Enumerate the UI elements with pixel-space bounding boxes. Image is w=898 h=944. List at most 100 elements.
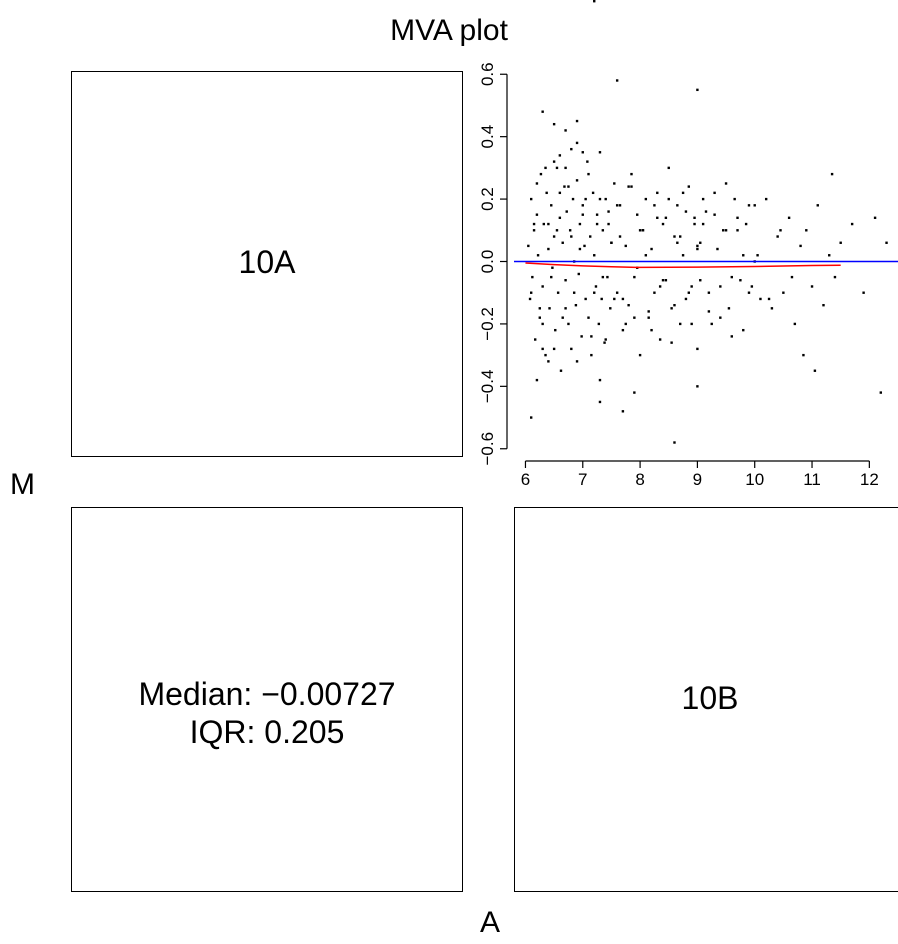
data-point (624, 322, 627, 326)
data-point (563, 185, 566, 188)
x-tick-label: 12 (860, 470, 879, 489)
x-axis-label: A (479, 906, 500, 939)
data-point (593, 254, 596, 257)
data-point (653, 291, 656, 294)
data-point (802, 353, 805, 357)
data-point (601, 275, 605, 279)
data-point (644, 197, 648, 201)
data-point (590, 353, 593, 357)
y-tick-label: −0.2 (478, 307, 497, 341)
data-point (679, 235, 682, 238)
data-point (606, 275, 609, 279)
data-point (544, 166, 547, 170)
data-point (583, 244, 586, 248)
y-tick-label: 0.2 (478, 187, 497, 211)
data-point (618, 204, 622, 207)
data-point (565, 210, 568, 213)
data-point (661, 222, 665, 226)
data-point (607, 210, 610, 213)
data-point (750, 285, 754, 288)
data-point (552, 122, 556, 126)
data-point (747, 204, 751, 207)
data-point (610, 241, 613, 244)
data-point (532, 229, 536, 232)
data-point (633, 316, 636, 319)
data-point (550, 275, 553, 279)
data-point (570, 147, 573, 151)
data-point (604, 338, 607, 341)
data-point (638, 353, 642, 357)
data-point (556, 291, 560, 294)
data-point (641, 229, 645, 232)
data-point (747, 291, 751, 294)
data-point (581, 204, 584, 207)
data-point (615, 291, 619, 294)
y-tick-label: −0.6 (478, 432, 497, 466)
data-point (593, 0, 596, 3)
data-point (574, 303, 578, 307)
data-point (595, 213, 599, 216)
data-point (558, 191, 562, 195)
data-point (673, 441, 676, 444)
panel-10b: 10B (514, 507, 898, 892)
data-point (839, 241, 842, 244)
data-point (670, 307, 673, 310)
data-point (601, 229, 605, 232)
data-point (547, 222, 550, 226)
loess-curve (525, 262, 841, 269)
data-point (572, 291, 576, 294)
data-point (586, 160, 589, 163)
data-point (578, 222, 582, 226)
data-point (687, 185, 691, 188)
data-point (650, 247, 653, 251)
x-tick-label: 7 (578, 470, 587, 489)
data-point (658, 285, 662, 288)
data-point (609, 307, 612, 310)
data-point (536, 254, 540, 257)
data-point (676, 241, 679, 244)
data-point (704, 210, 708, 213)
data-point (593, 291, 596, 294)
data-point (696, 347, 699, 351)
data-point (547, 360, 550, 363)
data-point (627, 185, 630, 188)
data-point (535, 378, 539, 382)
data-point (684, 297, 688, 301)
data-point (690, 285, 693, 288)
data-point (621, 297, 625, 301)
data-point (676, 204, 679, 207)
data-point (647, 316, 650, 319)
data-point (600, 297, 603, 301)
data-point (759, 297, 762, 301)
data-point (630, 172, 633, 176)
data-point (544, 353, 547, 357)
data-point (541, 110, 544, 113)
data-point (552, 347, 556, 351)
x-tick-label: 9 (693, 470, 702, 489)
data-point (578, 247, 582, 251)
data-point (690, 322, 693, 326)
data-point (541, 285, 544, 288)
data-point (590, 335, 593, 338)
data-point (532, 222, 536, 226)
data-point (561, 241, 564, 244)
data-point (555, 229, 559, 232)
fit-lines (514, 260, 898, 269)
data-point (564, 129, 567, 132)
data-point (577, 272, 580, 276)
data-point (587, 316, 590, 319)
data-point (575, 360, 579, 363)
data-point (615, 204, 619, 207)
data-point (581, 213, 584, 216)
data-point (587, 172, 590, 176)
data-point (604, 197, 607, 201)
data-point (713, 213, 716, 216)
data-point (545, 191, 548, 195)
data-point (555, 166, 559, 170)
data-point (664, 279, 668, 282)
data-point (598, 151, 602, 154)
data-point (594, 285, 598, 288)
data-point (558, 216, 562, 220)
data-point (724, 229, 728, 232)
data-point (650, 328, 653, 332)
